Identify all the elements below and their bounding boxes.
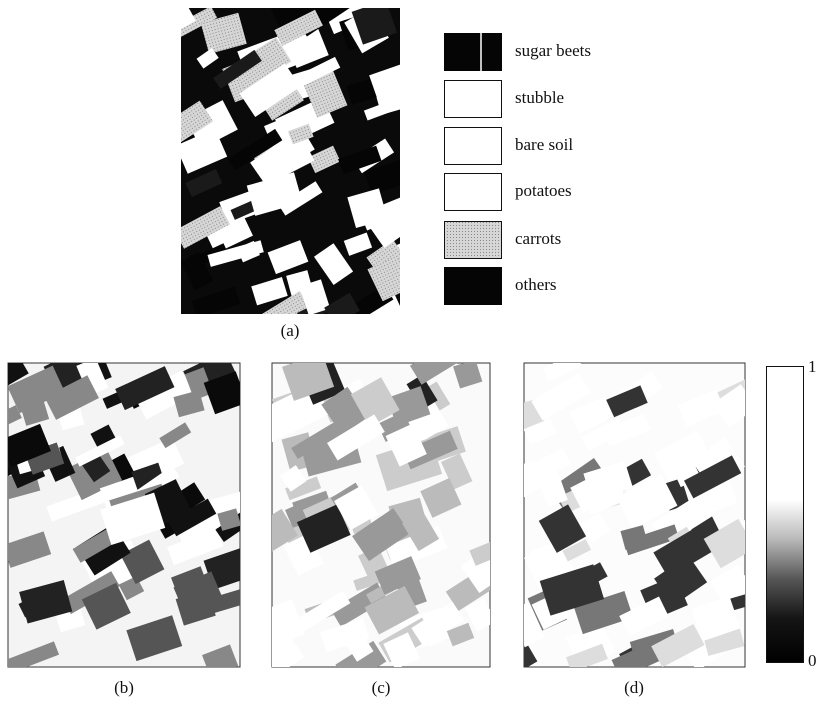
legend-label: carrots <box>515 229 561 248</box>
caption: (b) <box>114 678 134 697</box>
colorbar <box>767 367 804 663</box>
legend-swatch <box>445 222 502 259</box>
colorbar-label: 1 <box>808 357 817 376</box>
caption: (d) <box>624 678 644 697</box>
legend-swatch <box>444 33 502 71</box>
legend: sugar beets stubble bare soil potatoes c… <box>444 33 591 305</box>
legend-label: sugar beets <box>515 41 591 60</box>
legend-swatch <box>445 81 502 118</box>
legend-label: potatoes <box>515 181 572 200</box>
figure: sugar beets stubble bare soil potatoes c… <box>0 0 818 703</box>
caption: (c) <box>372 678 391 697</box>
legend-swatch <box>444 267 502 305</box>
legend-label: bare soil <box>515 135 573 154</box>
legend-swatch <box>445 128 502 165</box>
legend-label: stubble <box>515 88 564 107</box>
colorbar-label: 0 <box>808 651 817 670</box>
legend-label: others <box>515 275 557 294</box>
caption: (a) <box>281 321 300 340</box>
legend-swatch <box>445 174 502 211</box>
page: sugar beets stubble bare soil potatoes c… <box>0 0 818 703</box>
